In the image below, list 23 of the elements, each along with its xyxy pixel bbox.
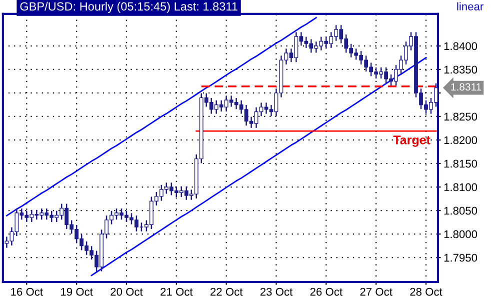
y-tick-label: 1.8050 — [444, 206, 478, 215]
line-series — [6, 17, 317, 216]
x-tick-label: 21 Oct — [160, 288, 193, 296]
y-tick-label: 1.8200 — [444, 136, 478, 144]
y-tick-label: 1.7950 — [444, 254, 478, 262]
text: 1.8311 — [451, 83, 482, 91]
x-tick-label: 20 Oct — [110, 288, 143, 296]
x-tick-label: 16 Oct — [11, 288, 43, 296]
x-tick-label: 27 Oct — [360, 288, 392, 296]
y-tick-label: 1.8150 — [444, 160, 478, 168]
x-tick-label: 22 Oct — [210, 288, 243, 296]
annotation: Target — [393, 136, 430, 147]
x-tick-label: 23 Oct — [260, 288, 293, 296]
chart-title: GBP/USD: Hourly (05:15:45) Last: 1.8311 — [20, 2, 238, 13]
y-tick-label: 1.8400 — [444, 42, 478, 50]
x-tick-label: 26 Oct — [310, 288, 342, 296]
y-tick-label: 1.8000 — [444, 230, 478, 238]
text: linear — [457, 2, 484, 10]
y-tick-label: 1.8100 — [444, 183, 478, 192]
x-tick-label: 28 Oct — [410, 288, 442, 296]
y-tick-label: 1.8250 — [444, 112, 478, 121]
y-tick-label: 1.8350 — [444, 66, 478, 74]
x-tick-label: 19 Oct — [61, 288, 93, 296]
